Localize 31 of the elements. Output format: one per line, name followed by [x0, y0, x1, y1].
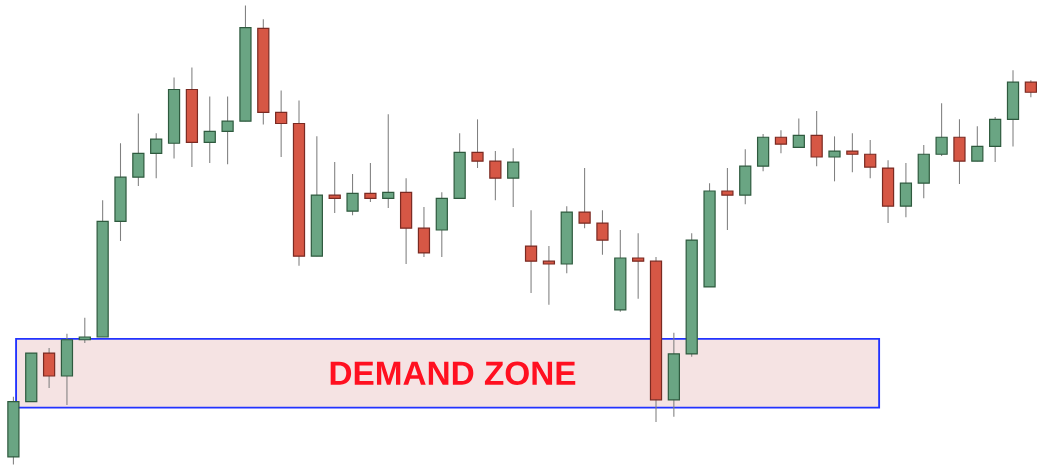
- candlestick: [221, 95, 234, 165]
- candlestick: [792, 117, 805, 148]
- candlestick: [774, 129, 788, 154]
- candlestick: [328, 161, 341, 214]
- candlestick: [935, 102, 948, 157]
- candlestick: [864, 139, 877, 179]
- candlestick: [899, 162, 913, 218]
- candlestick: [971, 125, 984, 162]
- band-label: DEMAND ZONE: [330, 361, 576, 386]
- candlestick: [42, 347, 56, 389]
- candlestick: [471, 118, 484, 169]
- candlestick: [78, 317, 91, 344]
- candlestick: [828, 135, 841, 182]
- candlestick: [275, 89, 288, 158]
- candlestick: [203, 95, 216, 164]
- candlestick: [542, 245, 556, 306]
- candlestick: [578, 167, 591, 229]
- candlestick: [721, 167, 734, 231]
- candlestick: [150, 132, 163, 179]
- candlestick: [846, 132, 859, 173]
- candlestick: [953, 118, 966, 185]
- candlestick: [364, 162, 377, 203]
- candlestick: [507, 147, 520, 208]
- candlestick: [382, 113, 395, 209]
- candlestick: [524, 209, 538, 294]
- candlestick: [810, 110, 823, 167]
- candlestick: [632, 232, 645, 300]
- candlestick: [346, 173, 359, 216]
- candlestick: [596, 209, 609, 256]
- candlestick: [132, 112, 145, 187]
- candlestick: [489, 150, 502, 201]
